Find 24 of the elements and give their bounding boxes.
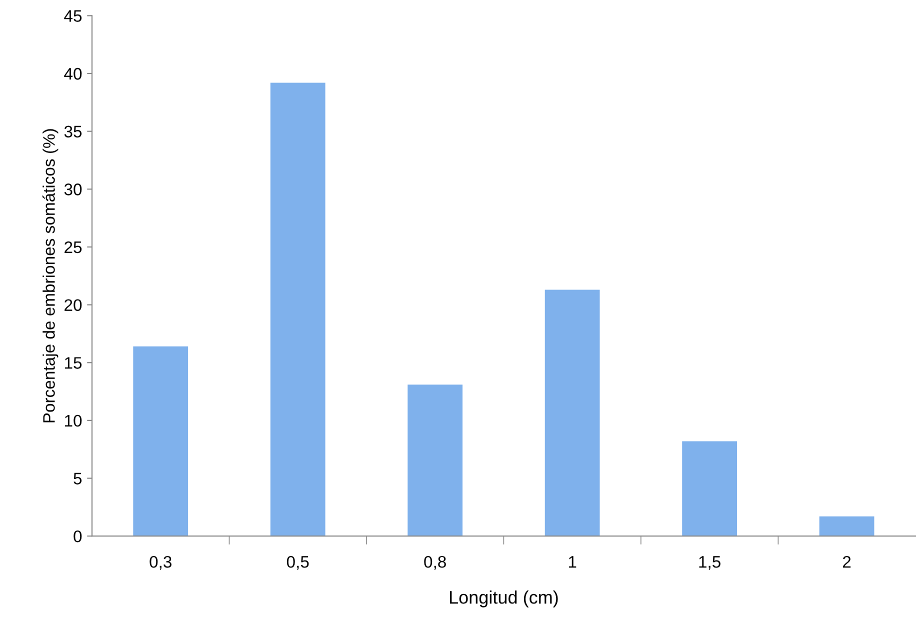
y-tick-label: 45 bbox=[64, 10, 82, 22]
x-tick-label: 0,8 bbox=[424, 556, 446, 570]
y-tick-label: 5 bbox=[74, 472, 82, 484]
x-tick-label: 1,5 bbox=[699, 556, 720, 570]
y-tick-label: 15 bbox=[65, 357, 82, 369]
x-tick-label: 0,5 bbox=[286, 556, 309, 570]
y-tick-label: 40 bbox=[64, 68, 82, 80]
y-tick-label: 20 bbox=[64, 299, 82, 311]
bar bbox=[270, 82, 326, 536]
y-tick-label: 0 bbox=[74, 530, 82, 542]
bar bbox=[133, 346, 188, 536]
y-tick-label: 25 bbox=[64, 241, 82, 254]
x-tick-label: 0,3 bbox=[150, 556, 172, 570]
y-tick-label: 10 bbox=[65, 414, 82, 427]
bar bbox=[408, 384, 463, 536]
bar bbox=[819, 516, 874, 536]
x-tick-label: 2 bbox=[842, 556, 851, 568]
y-axis-title: Porcentaje de embriones somáticos (%) bbox=[42, 129, 58, 422]
x-axis-title: Longitud (cm) bbox=[450, 590, 558, 608]
x-tick-label: 1 bbox=[568, 556, 576, 568]
bar bbox=[682, 441, 737, 536]
bar bbox=[544, 290, 600, 536]
y-tick-label: 30 bbox=[64, 184, 82, 196]
y-tick-label: 35 bbox=[64, 126, 82, 138]
